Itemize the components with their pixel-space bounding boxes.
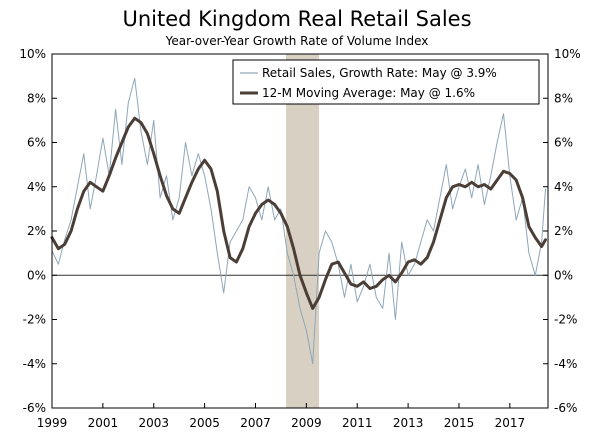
legend-label-moving-average: 12-M Moving Average: May @ 1.6% bbox=[262, 86, 475, 100]
y-tick-label-left: -2% bbox=[23, 313, 46, 327]
x-tick-label: 2001 bbox=[88, 416, 119, 430]
series-layer bbox=[50, 77, 547, 365]
x-tick-label: 1999 bbox=[37, 416, 68, 430]
y-tick-label-right: -6% bbox=[554, 401, 577, 415]
y-tick-label-left: 6% bbox=[27, 136, 46, 150]
recession-band bbox=[286, 54, 320, 408]
legend: Retail Sales, Growth Rate: May @ 3.9% 12-… bbox=[232, 59, 540, 105]
moving-average-line bbox=[50, 116, 547, 310]
y-tick-label-left: -4% bbox=[23, 357, 46, 371]
x-tick-label: 2005 bbox=[189, 416, 220, 430]
y-tick-label-right: 8% bbox=[554, 91, 573, 105]
y-tick-label-right: -2% bbox=[554, 313, 577, 327]
x-tick-label: 2015 bbox=[444, 416, 475, 430]
y-tick-label-right: 0% bbox=[554, 268, 573, 282]
y-tick-label-left: 0% bbox=[27, 268, 46, 282]
growth-rate-line bbox=[51, 77, 546, 365]
y-tick-label-right: 10% bbox=[554, 47, 581, 61]
x-tick-label: 2003 bbox=[138, 416, 169, 430]
y-tick-label-right: 6% bbox=[554, 136, 573, 150]
y-tick-label-left: -6% bbox=[23, 401, 46, 415]
legend-box bbox=[232, 59, 540, 105]
x-tick-label: 2007 bbox=[240, 416, 271, 430]
chart-title: United Kingdom Real Retail Sales bbox=[122, 7, 471, 31]
x-tick-label: 2013 bbox=[393, 416, 424, 430]
y-tick-label-left: 10% bbox=[19, 47, 46, 61]
y-tick-label-right: -4% bbox=[554, 357, 577, 371]
y-tick-label-left: 4% bbox=[27, 180, 46, 194]
legend-label-growth-rate: Retail Sales, Growth Rate: May @ 3.9% bbox=[262, 66, 497, 80]
x-tick-label: 2017 bbox=[495, 416, 526, 430]
axes-group: 10% 10% 8% 8% 6% 6% 4% 4% 2% 2% 0% 0% -2% -2% -4% -4% -6… bbox=[19, 47, 580, 430]
recession-shading-group bbox=[286, 54, 320, 408]
chart-subtitle: Year-over-Year Growth Rate of Volume Ind… bbox=[165, 34, 429, 48]
x-tick-label: 2011 bbox=[342, 416, 373, 430]
y-tick-label-left: 8% bbox=[27, 91, 46, 105]
y-tick-label-right: 4% bbox=[554, 180, 573, 194]
y-tick-label-right: 2% bbox=[554, 224, 573, 238]
x-tick-label: 2009 bbox=[291, 416, 322, 430]
y-tick-label-left: 2% bbox=[27, 224, 46, 238]
